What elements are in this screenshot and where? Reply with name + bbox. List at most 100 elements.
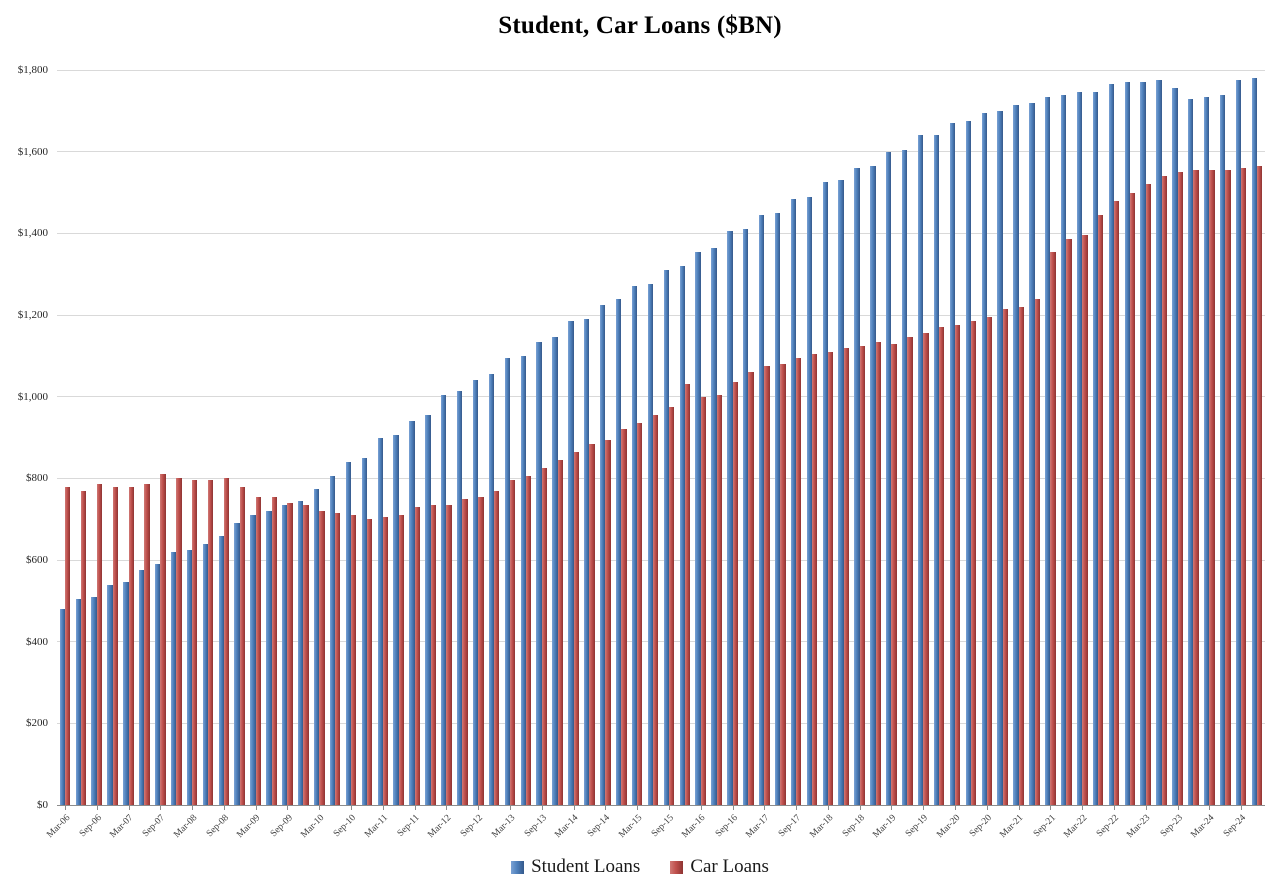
bar-car-loans-Jun-08 xyxy=(208,480,214,805)
x-tick-label: Sep-13 xyxy=(522,813,549,840)
x-tick-label: Mar-15 xyxy=(617,813,645,841)
bar-student-loans-Mar-09 xyxy=(250,515,256,805)
bar-student-loans-Sep-07 xyxy=(155,564,161,805)
bar-student-loans-Jun-09 xyxy=(266,511,272,805)
y-tick-label: $1,400 xyxy=(17,227,48,240)
x-tick-label: Sep-12 xyxy=(459,813,486,840)
x-tick-mark xyxy=(764,806,766,810)
bar-car-loans-Dec-18 xyxy=(875,341,881,805)
bar-student-loans-Sep-18 xyxy=(854,168,860,805)
x-tick-mark xyxy=(891,806,893,810)
bar-car-loans-Jun-13 xyxy=(525,476,532,805)
x-tick-label: Mar-13 xyxy=(489,813,518,841)
x-tick-mark xyxy=(351,806,353,810)
x-tick-mark xyxy=(573,806,575,810)
bar-car-loans-Sep-20 xyxy=(986,317,993,805)
gridline-1800 xyxy=(57,69,1265,71)
x-tick-label: Sep-08 xyxy=(204,813,231,840)
x-tick-mark xyxy=(605,806,607,810)
bar-car-loans-Jun-18 xyxy=(843,347,850,805)
x-tick-label: Sep-21 xyxy=(1031,813,1058,840)
bar-car-loans-Jun-22 xyxy=(1098,214,1104,805)
bar-student-loans-Sep-12 xyxy=(472,380,479,805)
bar-student-loans-Dec-09 xyxy=(298,500,304,805)
x-tick-mark xyxy=(255,806,257,810)
bar-car-loans-Sep-15 xyxy=(668,406,675,805)
bar-student-loans-Dec-17 xyxy=(806,196,812,805)
y-tick-label: $400 xyxy=(26,635,48,648)
bar-car-loans-Mar-10 xyxy=(319,511,325,805)
bar-car-loans-Mar-15 xyxy=(637,423,643,805)
x-tick-label: Mar-21 xyxy=(998,813,1026,841)
x-tick-mark xyxy=(1145,806,1147,810)
x-tick-label: Mar-17 xyxy=(744,813,772,841)
x-tick-mark xyxy=(1209,806,1211,810)
bar-car-loans-Mar-22 xyxy=(1082,235,1088,805)
x-tick-label: Mar-08 xyxy=(172,813,200,841)
gridline-800 xyxy=(57,477,1265,479)
bar-car-loans-Jun-17 xyxy=(780,364,786,805)
car-loans-swatch-icon xyxy=(670,860,684,874)
bar-car-loans-Dec-19 xyxy=(939,327,945,805)
bar-car-loans-Sep-10 xyxy=(351,515,357,805)
bar-car-loans-Dec-15 xyxy=(684,384,691,805)
bar-student-loans-Dec-22 xyxy=(1124,82,1130,805)
x-tick-mark xyxy=(414,806,416,810)
bar-student-loans-Jun-16 xyxy=(711,247,717,805)
bar-student-loans-Mar-23 xyxy=(1140,82,1146,805)
y-tick-label: $200 xyxy=(26,717,48,730)
x-tick-label: Sep-15 xyxy=(649,813,677,840)
x-tick-label: Mar-19 xyxy=(871,813,899,841)
x-tick-label: Sep-07 xyxy=(141,813,168,840)
gridline-1200 xyxy=(57,314,1265,316)
y-tick-label: $1,600 xyxy=(17,145,48,158)
x-tick-label: Sep-16 xyxy=(713,813,740,840)
bar-student-loans-Jun-21 xyxy=(1029,102,1035,805)
bar-student-loans-Dec-06 xyxy=(107,584,113,805)
bar-car-loans-Mar-16 xyxy=(700,396,707,805)
bar-car-loans-Mar-21 xyxy=(1018,306,1024,805)
bar-student-loans-Jun-24 xyxy=(1219,94,1226,805)
bar-car-loans-Dec-08 xyxy=(239,486,246,805)
bar-car-loans-Mar-11 xyxy=(382,517,389,805)
y-tick-label: $1,200 xyxy=(17,309,48,321)
bar-car-loans-Dec-16 xyxy=(748,372,754,805)
legend-label-car-loans: Car Loans xyxy=(690,856,769,877)
bar-student-loans-Sep-22 xyxy=(1108,84,1114,805)
x-tick-label: Mar-16 xyxy=(680,813,708,841)
bar-student-loans-Mar-17 xyxy=(759,214,765,805)
bar-student-loans-Mar-13 xyxy=(504,357,510,805)
bar-student-loans-Dec-21 xyxy=(1061,94,1067,805)
bar-student-loans-Jun-12 xyxy=(457,390,463,805)
bar-student-loans-Jun-10 xyxy=(329,476,336,805)
bar-student-loans-Sep-23 xyxy=(1172,88,1178,805)
x-tick-label: Mar-18 xyxy=(807,813,835,841)
bar-student-loans-Mar-16 xyxy=(695,251,701,805)
bar-student-loans-Mar-07 xyxy=(123,582,129,805)
bar-car-loans-Sep-11 xyxy=(414,506,420,805)
x-tick-mark xyxy=(382,806,384,810)
gridline-1000 xyxy=(57,396,1265,398)
bar-car-loans-Dec-21 xyxy=(1066,239,1072,805)
bar-student-loans-Dec-24 xyxy=(1251,78,1258,805)
chart-title: Student, Car Loans ($BN) xyxy=(498,12,782,39)
x-tick-mark xyxy=(192,806,194,810)
bar-student-loans-Jun-23 xyxy=(1156,80,1162,805)
bar-student-loans-Dec-23 xyxy=(1188,98,1194,805)
bar-student-loans-Dec-07 xyxy=(170,551,177,805)
bar-car-loans-Dec-23 xyxy=(1193,170,1199,805)
x-tick-mark xyxy=(923,806,925,810)
gridline-200 xyxy=(57,722,1265,724)
bar-car-loans-Mar-13 xyxy=(510,480,516,805)
x-tick-mark xyxy=(446,806,448,810)
bar-car-loans-Sep-24 xyxy=(1241,168,1247,805)
bar-car-loans-Mar-19 xyxy=(891,343,897,805)
x-tick-mark xyxy=(1114,806,1115,810)
bar-car-loans-Mar-06 xyxy=(64,486,71,805)
x-tick-label: Sep-10 xyxy=(332,813,359,840)
x-tick-label: Sep-24 xyxy=(1222,813,1249,840)
bar-car-loans-Dec-10 xyxy=(366,519,373,805)
x-tick-label: Sep-23 xyxy=(1158,813,1185,840)
gridline-400 xyxy=(57,641,1265,643)
y-tick-label: $600 xyxy=(26,554,48,566)
